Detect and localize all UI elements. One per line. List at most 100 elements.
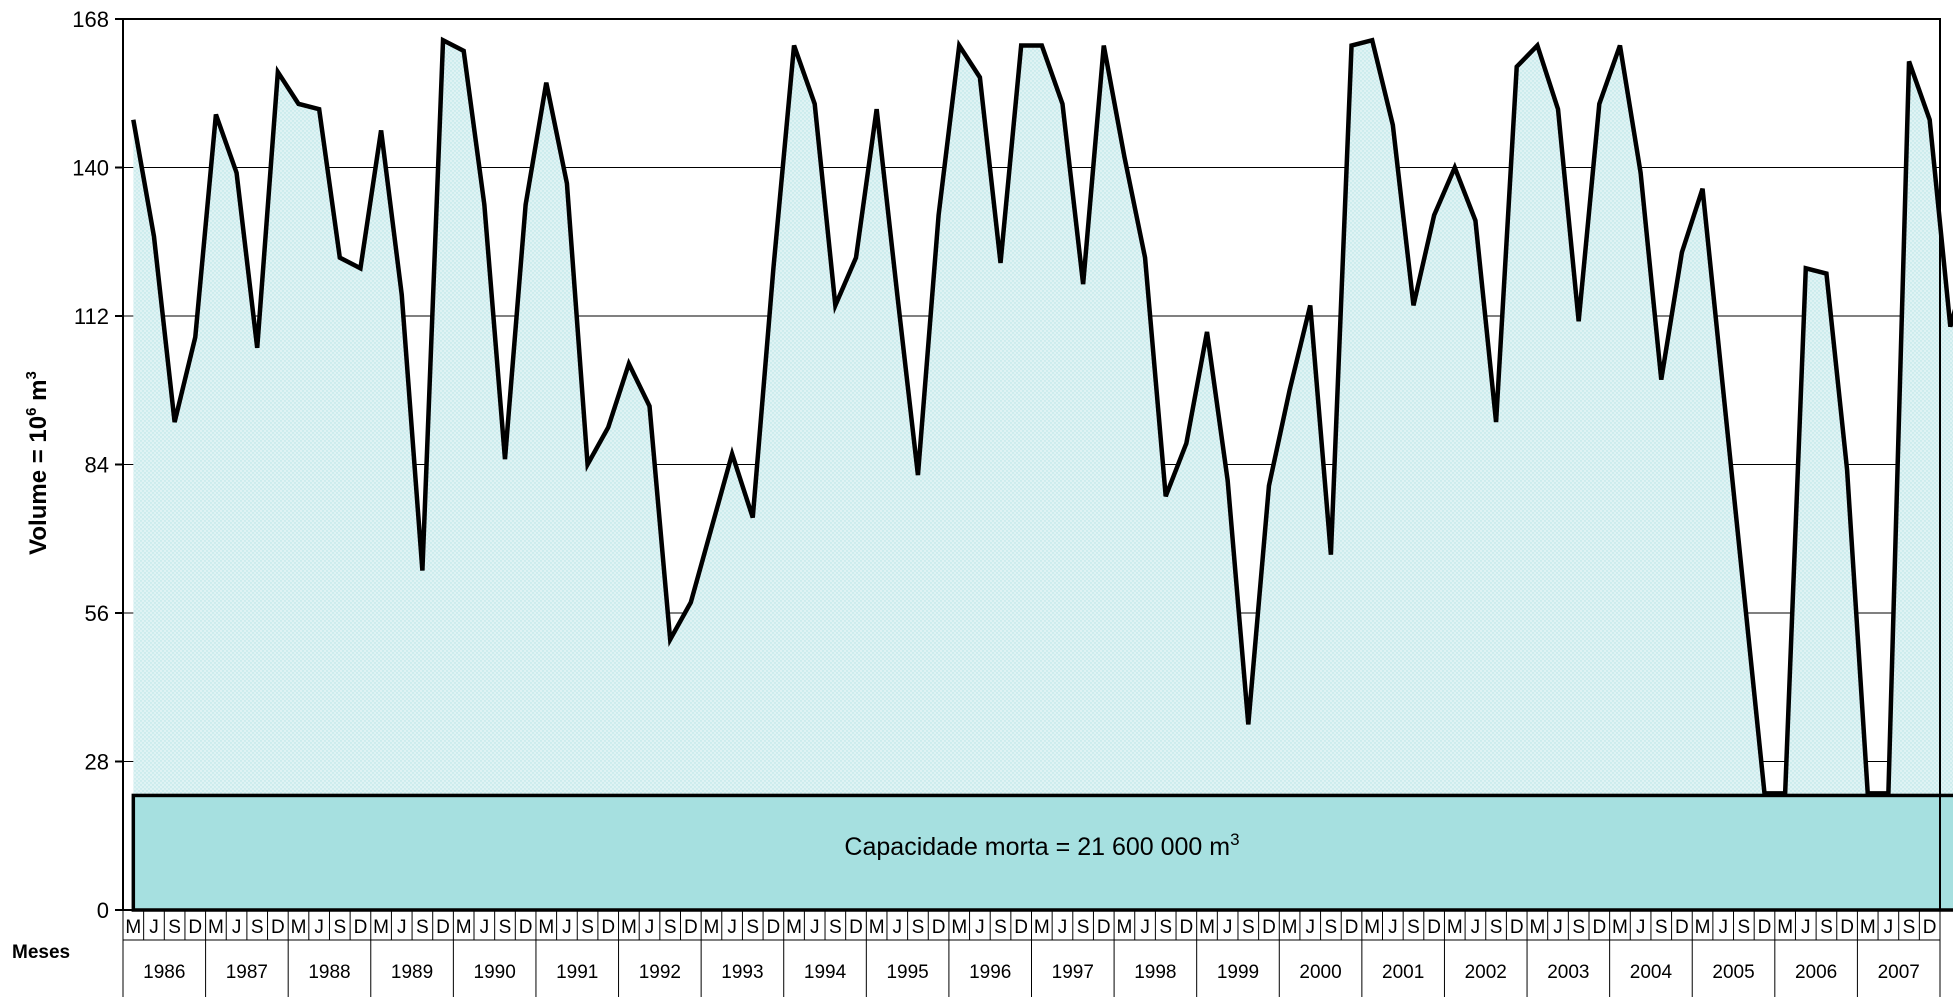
year-tick-label: 1987 xyxy=(226,962,268,983)
month-tick-label: M xyxy=(208,917,224,938)
y-axis-ticks: 0 28 56 84 112 140 168 xyxy=(72,7,123,923)
year-tick-label: 2005 xyxy=(1712,962,1754,983)
month-tick-label: D xyxy=(1510,917,1524,938)
month-tick-label: M xyxy=(869,917,885,938)
dead-storage-rect xyxy=(131,793,1953,912)
month-tick-label: S xyxy=(994,917,1007,938)
month-tick-label: M xyxy=(1447,917,1463,938)
y-tick-label: 28 xyxy=(85,750,109,775)
volume-line xyxy=(131,36,1953,796)
month-tick-label: M xyxy=(125,917,141,938)
year-tick-label: 1998 xyxy=(1134,962,1176,983)
month-tick-label: J xyxy=(314,917,324,938)
month-tick-label: S xyxy=(1572,917,1585,938)
year-tick-label: 1988 xyxy=(308,962,350,983)
y-tick-label: 56 xyxy=(85,601,109,626)
month-tick-label: D xyxy=(1345,917,1359,938)
month-tick-label: D xyxy=(271,917,285,938)
month-tick-label: M xyxy=(951,917,967,938)
month-tick-label: D xyxy=(1758,917,1772,938)
dead-storage-band xyxy=(131,793,1953,912)
month-tick-label: S xyxy=(1159,917,1172,938)
month-tick-label: M xyxy=(704,917,720,938)
month-tick-label: S xyxy=(499,917,512,938)
month-tick-label: D xyxy=(932,917,946,938)
month-tick-label: M xyxy=(1034,917,1050,938)
month-tick-label: J xyxy=(645,917,655,938)
month-tick-label: D xyxy=(1179,917,1193,938)
year-tick-label: 2004 xyxy=(1630,962,1673,983)
month-tick-label: S xyxy=(1903,917,1916,938)
month-tick-label: S xyxy=(746,917,759,938)
month-tick-label: J xyxy=(1140,917,1150,938)
month-tick-label: J xyxy=(232,917,242,938)
month-tick-label: D xyxy=(601,917,615,938)
month-tick-label: D xyxy=(1840,917,1854,938)
month-tick-label: S xyxy=(1820,917,1833,938)
month-tick-label: D xyxy=(767,917,781,938)
month-tick-label: J xyxy=(149,917,159,938)
y-tick-label: 0 xyxy=(97,898,109,923)
month-tick-label: M xyxy=(1364,917,1380,938)
year-tick-label: 1996 xyxy=(969,962,1011,983)
month-tick-label: S xyxy=(1407,917,1420,938)
month-tick-label: J xyxy=(1305,917,1315,938)
month-tick-label: D xyxy=(684,917,698,938)
month-tick-label: D xyxy=(354,917,368,938)
month-tick-label: D xyxy=(1675,917,1689,938)
month-tick-label: J xyxy=(397,917,407,938)
month-tick-label: S xyxy=(829,917,842,938)
year-tick-label: 2007 xyxy=(1878,962,1920,983)
year-tick-label: 1999 xyxy=(1217,962,1259,983)
month-tick-label: M xyxy=(538,917,554,938)
y-tick-label: 112 xyxy=(74,304,109,329)
month-tick-label: M xyxy=(1860,917,1876,938)
month-tick-label: J xyxy=(810,917,820,938)
month-tick-label: M xyxy=(1117,917,1133,938)
month-tick-label: S xyxy=(1242,917,1255,938)
volume-area-fill xyxy=(133,40,1953,910)
month-tick-label: S xyxy=(168,917,181,938)
year-tick-label: 2006 xyxy=(1795,962,1837,983)
month-tick-label: D xyxy=(1592,917,1606,938)
month-tick-label: D xyxy=(436,917,450,938)
month-tick-label: J xyxy=(1636,917,1646,938)
month-tick-label: M xyxy=(621,917,637,938)
month-tick-label: S xyxy=(1655,917,1668,938)
year-tick-label: 1992 xyxy=(639,962,681,983)
month-tick-label: D xyxy=(519,917,533,938)
month-tick-label: J xyxy=(1388,917,1398,938)
year-tick-label: 2000 xyxy=(1299,962,1341,983)
month-tick-label: M xyxy=(1529,917,1545,938)
year-tick-label: 2003 xyxy=(1547,962,1589,983)
month-tick-label: J xyxy=(975,917,985,938)
year-tick-label: 1994 xyxy=(804,962,847,983)
x-axis-label: Meses xyxy=(12,942,70,963)
month-tick-label: D xyxy=(1427,917,1441,938)
month-tick-label: M xyxy=(373,917,389,938)
month-tick-label: D xyxy=(1014,917,1028,938)
month-tick-label: S xyxy=(1490,917,1503,938)
month-tick-label: S xyxy=(1077,917,1090,938)
month-tick-label: M xyxy=(1612,917,1628,938)
month-tick-label: J xyxy=(1884,917,1894,938)
month-tick-label: S xyxy=(251,917,264,938)
year-tick-label: 1995 xyxy=(886,962,928,983)
volume-series-line xyxy=(131,36,1953,796)
month-tick-label: D xyxy=(1923,917,1937,938)
year-tick-label: 1991 xyxy=(556,962,598,983)
dead-storage-annotation: Capacidade morta = 21 600 000 m3 xyxy=(844,830,1239,861)
month-tick-label: M xyxy=(786,917,802,938)
month-tick-label: S xyxy=(333,917,346,938)
year-tick-label: 1990 xyxy=(474,962,516,983)
year-tick-label: 1993 xyxy=(721,962,763,983)
month-tick-label: J xyxy=(1058,917,1068,938)
month-tick-label: J xyxy=(562,917,572,938)
y-tick-label: 84 xyxy=(85,453,109,478)
month-tick-label: S xyxy=(1738,917,1751,938)
month-tick-label: S xyxy=(581,917,594,938)
y-tick-label: 140 xyxy=(72,156,109,181)
month-tick-label: J xyxy=(1553,917,1563,938)
month-tick-label: J xyxy=(893,917,903,938)
